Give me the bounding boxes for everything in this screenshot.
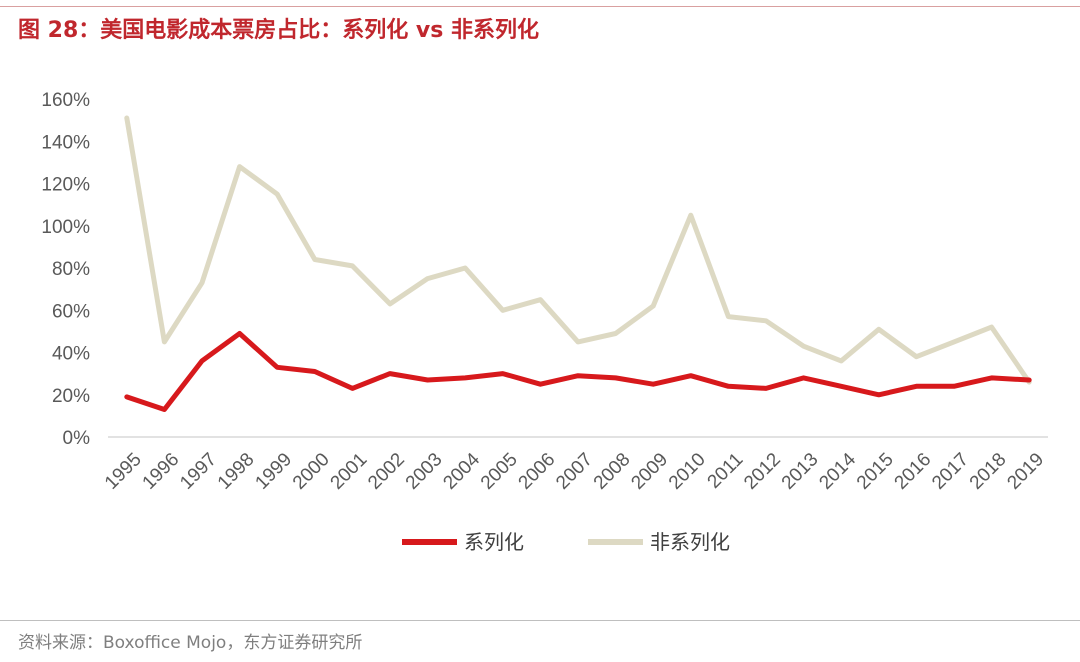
x-tick-label: 2018 — [966, 449, 1011, 494]
y-tick-label: 20% — [52, 386, 90, 407]
series-line — [124, 115, 1032, 385]
x-tick-label: 2006 — [515, 449, 560, 494]
y-tick-label: 140% — [41, 132, 90, 153]
figure-title: 图 28：美国电影成本票房占比：系列化 vs 非系列化 — [18, 18, 540, 43]
x-tick-label: 2016 — [891, 449, 936, 494]
title-rule — [0, 6, 1080, 7]
x-tick-label: 2007 — [552, 449, 597, 494]
x-tick-label: 2001 — [327, 449, 372, 494]
series-line — [124, 331, 1032, 412]
x-tick-label: 2017 — [928, 449, 973, 494]
x-tick-label: 2003 — [402, 449, 447, 494]
y-tick-label: 80% — [52, 259, 90, 280]
x-tick-label: 2004 — [439, 449, 484, 494]
y-tick-label: 0% — [63, 428, 91, 449]
x-tick-label: 1998 — [214, 449, 259, 494]
x-tick-label: 2008 — [590, 449, 635, 494]
y-tick-label: 40% — [52, 344, 90, 365]
x-tick-label: 2015 — [853, 449, 898, 494]
x-tick-label: 2014 — [815, 449, 860, 494]
legend: 系列化 非系列化 — [402, 530, 730, 554]
y-tick-label: 100% — [41, 217, 90, 238]
series-lines — [124, 115, 1032, 412]
x-tick-label: 2012 — [740, 449, 785, 494]
source-note: 资料来源：Boxoffice Mojo，东方证券研究所 — [18, 633, 363, 653]
legend-label: 非系列化 — [650, 530, 730, 554]
x-tick-label: 1995 — [101, 449, 146, 494]
x-tick-label: 2009 — [627, 449, 672, 494]
x-tick-label: 2000 — [289, 449, 334, 494]
y-tick-label: 160% — [41, 90, 90, 111]
legend-label: 系列化 — [464, 530, 524, 554]
x-tick-label: 2005 — [477, 449, 522, 494]
y-tick-label: 60% — [52, 301, 90, 322]
x-tick-label: 2013 — [778, 449, 823, 494]
y-axis: 0% 20% 40% 60% 80% 100% 120% 140% 160% — [41, 90, 90, 449]
x-axis: 1995199619971998199920002001200220032004… — [101, 449, 1048, 494]
x-tick-label: 2019 — [1003, 449, 1048, 494]
source-rule — [0, 620, 1080, 621]
x-tick-label: 1999 — [251, 449, 296, 494]
x-tick-label: 2002 — [364, 449, 409, 494]
y-tick-label: 120% — [41, 175, 90, 196]
x-tick-label: 1996 — [139, 449, 184, 494]
x-tick-label: 2011 — [704, 449, 748, 493]
x-tick-label: 2010 — [665, 449, 710, 494]
x-tick-label: 1997 — [176, 449, 221, 494]
